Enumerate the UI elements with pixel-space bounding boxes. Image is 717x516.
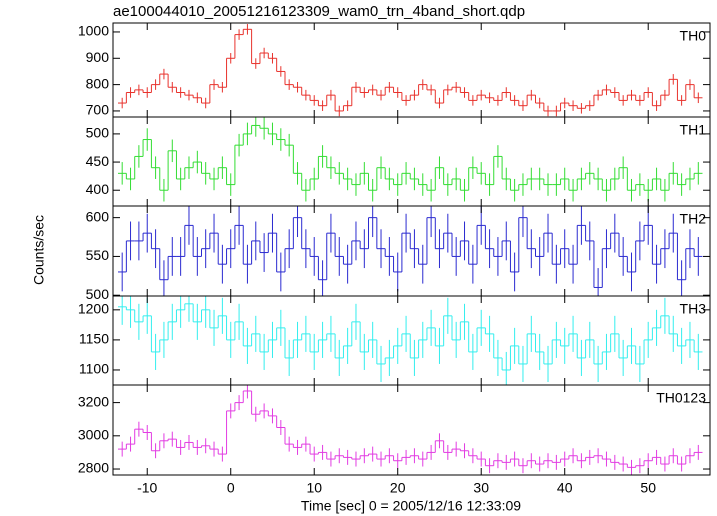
y-tick-label: 800 [86, 75, 110, 91]
y-tick-label: 1150 [79, 331, 109, 347]
panel-frame [112, 116, 711, 207]
x-tick-label: 40 [557, 480, 573, 496]
y-axis-label: Counts/sec [31, 215, 47, 285]
y-tick-label: 1100 [79, 361, 109, 377]
x-tick-label: -10 [137, 480, 157, 496]
chart-title: ae100044010_20051216123309_wam0_trn_4ban… [113, 3, 525, 20]
panel-frame [112, 205, 711, 297]
plot-area [118, 296, 703, 385]
y-tick-label: 3200 [78, 393, 109, 409]
y-tick-label: 600 [86, 208, 110, 224]
panel-label: TH3 [680, 301, 707, 317]
x-tick-label: 30 [473, 480, 489, 496]
plot-area [118, 206, 703, 296]
y-tick-label: 3000 [78, 427, 109, 443]
x-axis-label: Time [sec] 0 = 2005/12/16 12:33:09 [301, 498, 521, 514]
panel-frame [112, 384, 711, 476]
y-tick-label: 500 [86, 125, 110, 141]
plot-area [118, 117, 703, 202]
x-tick-label: 10 [306, 480, 322, 496]
x-tick-label: 0 [227, 480, 235, 496]
plot-area [118, 24, 703, 117]
x-tick-label: 20 [390, 480, 406, 496]
plot-area [118, 385, 703, 475]
panel-label: TH2 [680, 211, 707, 227]
x-tick-label: 50 [640, 480, 656, 496]
y-tick-label: 700 [86, 102, 110, 118]
panel-label: TH0 [680, 28, 707, 44]
y-tick-label: 900 [86, 49, 110, 65]
y-tick-label: 1000 [78, 23, 109, 39]
y-tick-label: 400 [86, 181, 110, 197]
y-tick-label: 1200 [78, 301, 109, 317]
y-tick-label: 450 [86, 153, 110, 169]
y-tick-label: 550 [86, 247, 110, 263]
y-tick-label: 2800 [78, 460, 109, 476]
y-tick-label: 500 [86, 286, 110, 302]
panel-label: TH1 [680, 122, 707, 138]
panel-label: TH0123 [656, 390, 706, 406]
